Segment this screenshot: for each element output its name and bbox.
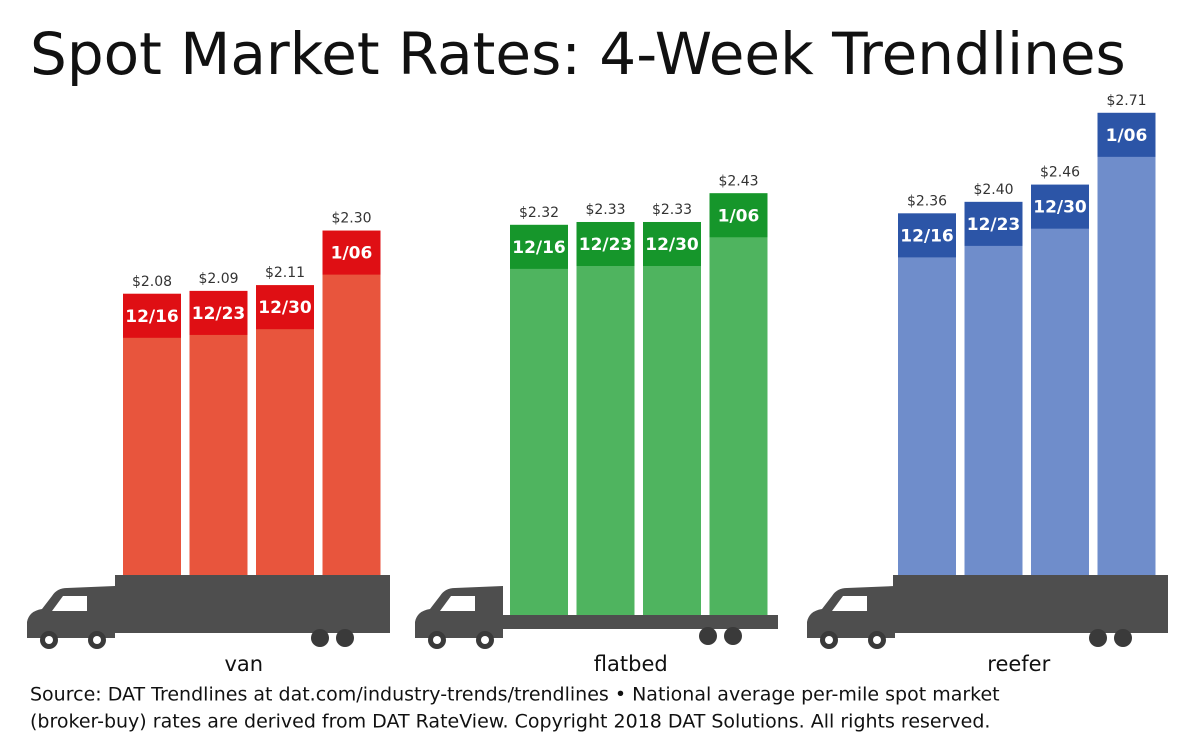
bar: [709, 193, 768, 615]
group-label: reefer: [987, 652, 1050, 676]
bar-cap: [256, 285, 314, 330]
bar-body: [123, 293, 181, 615]
bar: [1097, 112, 1156, 615]
bar: [322, 230, 381, 615]
bar-body: [322, 230, 381, 615]
date-label: 12/16: [900, 226, 954, 246]
source-note: Source: DAT Trendlines at dat.com/indust…: [30, 684, 1000, 706]
date-label: 12/30: [258, 298, 312, 318]
bar-cap: [898, 213, 956, 258]
bar-body: [1097, 112, 1156, 615]
bar: [510, 224, 568, 615]
bar-cap: [576, 221, 635, 266]
trailer: [893, 575, 1168, 633]
bar: [123, 293, 181, 615]
bar-body: [256, 285, 314, 615]
flatbed-deck: [500, 615, 778, 629]
bar-cap: [510, 224, 568, 269]
date-label: 1/06: [718, 206, 760, 226]
bar: [964, 201, 1023, 615]
date-label: 12/23: [579, 235, 633, 255]
value-label: $2.33: [585, 202, 625, 218]
bar: [189, 290, 248, 615]
date-label: 12/16: [512, 238, 566, 258]
group-label: van: [224, 652, 263, 676]
value-label: $2.71: [1106, 93, 1146, 109]
bar-cap: [964, 201, 1023, 246]
date-label: 1/06: [331, 244, 373, 264]
truck-cab: [807, 586, 895, 649]
value-label: $2.33: [652, 202, 692, 218]
date-label: 12/23: [192, 304, 246, 324]
value-label: $2.43: [718, 173, 758, 189]
bar: [898, 213, 956, 615]
value-label: $2.36: [907, 193, 947, 209]
date-label: 1/06: [1106, 126, 1148, 146]
bar-body: [709, 193, 768, 615]
bar-body: [189, 290, 248, 615]
bar-body: [576, 221, 635, 615]
wheel: [724, 627, 742, 645]
date-label: 12/30: [645, 235, 699, 255]
bar: [1031, 184, 1089, 615]
date-label: 12/16: [125, 307, 179, 327]
wheel: [1089, 629, 1107, 647]
bar-body: [643, 221, 701, 615]
bar-body: [510, 224, 568, 615]
bar-cap: [709, 193, 768, 238]
bar-cap: [1031, 184, 1089, 229]
bar-cap: [643, 221, 701, 266]
truck-cab: [27, 586, 115, 649]
value-label: $2.11: [265, 265, 305, 281]
wheel: [699, 627, 717, 645]
bar-cap: [189, 290, 248, 335]
wheel: [336, 629, 354, 647]
value-label: $2.46: [1040, 165, 1080, 181]
bars: 12/16 $2.08 12/23 $2.09 12/30 $2.11 1/06 $2.30 1…: [123, 93, 1156, 615]
bar-body: [964, 201, 1023, 615]
value-label: $2.32: [519, 205, 559, 221]
date-label: 12/30: [1033, 198, 1087, 218]
bar: [256, 285, 314, 615]
value-label: $2.30: [331, 211, 371, 227]
value-label: $2.08: [132, 274, 172, 290]
trucks: [27, 575, 1168, 649]
bar-cap: [322, 230, 381, 275]
value-label: $2.40: [973, 182, 1013, 198]
trailer: [115, 575, 390, 633]
bar-body: [898, 213, 956, 615]
truck-cab: [415, 586, 503, 649]
bar-body: [1031, 184, 1089, 615]
bar-cap: [123, 293, 181, 338]
date-label: 12/23: [967, 215, 1021, 235]
group-label: flatbed: [594, 652, 668, 676]
wheel: [311, 629, 329, 647]
wheel: [1114, 629, 1132, 647]
group-labels: van flatbed reefer: [224, 652, 1050, 676]
chart-title: Spot Market Rates: 4-Week Trendlines: [30, 20, 1126, 88]
value-label: $2.09: [198, 271, 238, 287]
source-note: (broker-buy) rates are derived from DAT …: [30, 711, 990, 733]
bar: [576, 221, 635, 615]
bar: [643, 221, 701, 615]
bar-cap: [1097, 112, 1156, 157]
